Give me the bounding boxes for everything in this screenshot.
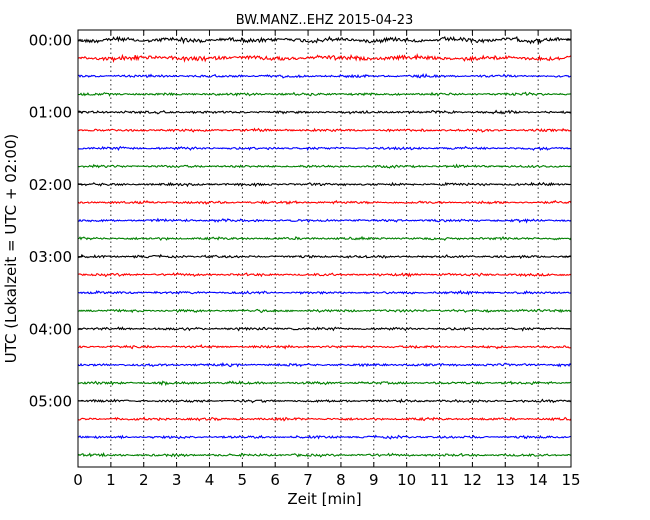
chart-title: BW.MANZ..EHZ 2015-04-23 [236, 13, 414, 28]
trace-line [77, 289, 572, 296]
y-axis-label: UTC (Lokalzeit = UTC + 02:00) [2, 134, 20, 364]
x-tick-label: 3 [172, 471, 182, 489]
x-tick-label: 10 [397, 471, 416, 489]
trace-line [77, 199, 572, 205]
x-tick-label: 11 [430, 471, 449, 489]
trace-line [77, 145, 572, 152]
x-tick-label: 15 [561, 471, 580, 489]
x-tick-label: 9 [369, 471, 379, 489]
vertical-grid [110, 30, 539, 467]
x-tick-label: 0 [73, 471, 83, 489]
trace-line [77, 35, 572, 45]
trace-line [77, 451, 572, 458]
trace-series [77, 35, 572, 458]
trace-line [77, 181, 572, 188]
x-tick-label: 2 [139, 471, 149, 489]
y-tick-label: 04:00 [29, 320, 72, 338]
x-tick-label: 12 [463, 471, 482, 489]
y-tick-label: 02:00 [29, 176, 72, 194]
trace-line [77, 91, 572, 97]
x-tick-label: 7 [303, 471, 313, 489]
x-tick-label: 4 [205, 471, 215, 489]
x-tick-label: 13 [496, 471, 515, 489]
y-tick-label: 03:00 [29, 248, 72, 266]
trace-line [77, 253, 572, 260]
x-axis-label: Zeit [min] [287, 490, 361, 508]
y-tick-label: 05:00 [29, 393, 72, 411]
trace-line [77, 53, 572, 64]
x-tick-label: 5 [238, 471, 248, 489]
trace-line [77, 163, 572, 169]
x-tick-label: 1 [106, 471, 116, 489]
trace-line [77, 416, 572, 422]
trace-line [77, 380, 572, 387]
y-tick-label: 00:00 [29, 32, 72, 50]
y-tick-label: 01:00 [29, 104, 72, 122]
x-tick-label: 14 [529, 471, 548, 489]
trace-line [77, 308, 572, 314]
trace-line [77, 109, 572, 115]
x-axis-ticks: 0 1 2 3 4 5 6 7 8 9 10 11 12 13 14 15 [73, 30, 581, 489]
trace-line [77, 362, 572, 368]
trace-line [77, 217, 572, 224]
plot-frame [77, 29, 572, 468]
trace-line [77, 127, 572, 133]
trace-line [77, 343, 572, 350]
trace-line [77, 326, 572, 332]
trace-line [77, 434, 572, 440]
y-axis-ticks: 00:00 01:00 02:00 03:00 04:00 05:00 [29, 32, 571, 411]
trace-line [77, 73, 572, 79]
trace-line [77, 272, 572, 278]
x-tick-label: 6 [270, 471, 280, 489]
trace-line [77, 235, 572, 242]
trace-line [77, 398, 572, 404]
x-tick-label: 8 [336, 471, 346, 489]
